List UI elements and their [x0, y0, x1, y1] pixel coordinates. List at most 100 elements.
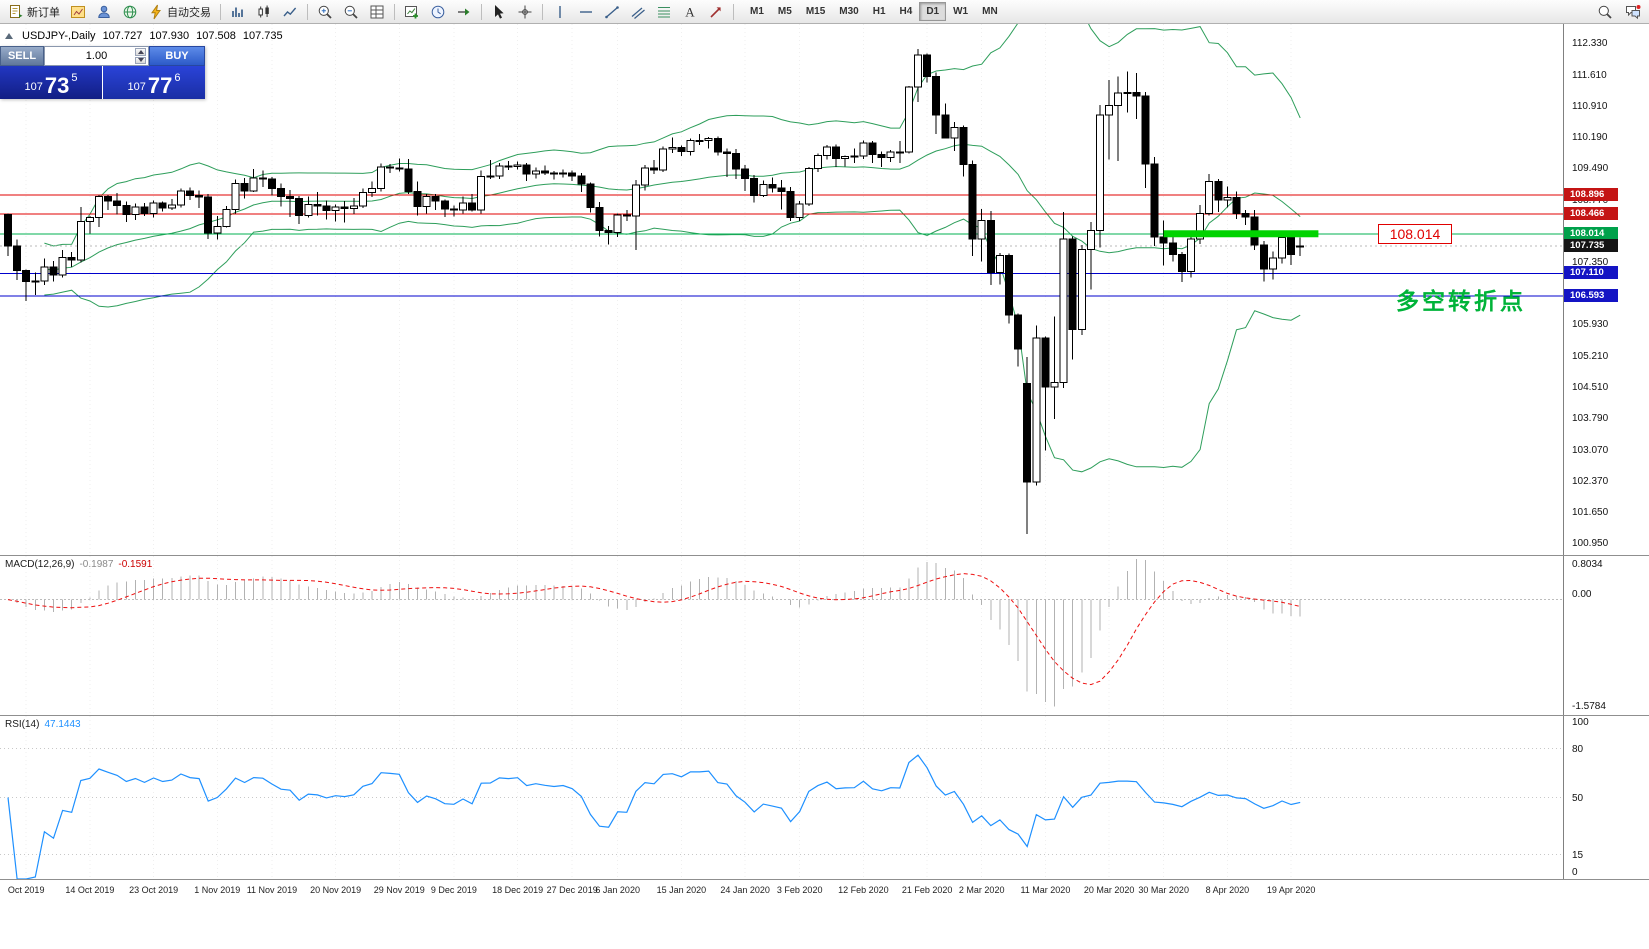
svg-text:A: A	[685, 4, 695, 19]
toolbar-button-profiles[interactable]	[92, 2, 116, 22]
toolbar-button-crosshair[interactable]	[513, 2, 537, 22]
date-axis-label: 18 Dec 2019	[492, 885, 544, 895]
grid-lines	[25, 24, 1292, 555]
macd-panel[interactable]: MACD(12,26,9) -0.1987 -0.1591 0.8034 0.00 -1…	[0, 556, 1649, 716]
new-order-icon	[10, 4, 23, 18]
toolbar-button-bar-chart[interactable]	[226, 2, 250, 22]
symbol-name: USDJPY-,Daily	[22, 30, 96, 42]
rsi-plot[interactable]	[0, 716, 1563, 879]
ask-price[interactable]: 107 77 6	[103, 66, 205, 99]
toolbar-button-text-label[interactable]: A	[678, 2, 702, 22]
rsi-levels	[0, 748, 1563, 856]
toolbar-button-zoom-out[interactable]	[339, 2, 363, 22]
date-axis-label: 30 Mar 2020	[1138, 885, 1189, 895]
channel-icon	[631, 7, 645, 19]
volume-input[interactable]: 1.00	[44, 46, 149, 66]
date-axis-label: 2 Mar 2020	[958, 885, 1005, 895]
lightning-icon	[151, 4, 161, 19]
toolbar-button-arrow-objects[interactable]	[704, 2, 728, 22]
price-tag-108.466: 108.466	[1564, 206, 1618, 220]
toolbar-button-chart-shift[interactable]	[452, 2, 476, 22]
volume-decrease-icon[interactable]	[135, 56, 146, 64]
macd-plot[interactable]	[0, 556, 1563, 715]
toolbar-button-line-chart[interactable]	[278, 2, 302, 22]
charts-icon	[71, 5, 85, 18]
ask-prefix: 107	[127, 81, 146, 93]
macd-label: MACD(12,26,9) -0.1987 -0.1591	[5, 559, 152, 570]
toolbar-button-charts[interactable]	[66, 2, 90, 22]
macd-signal-value: -0.1591	[118, 559, 153, 570]
bid-price[interactable]: 107 73 5	[0, 66, 102, 99]
price-callout-108014[interactable]: 108.014	[1378, 223, 1452, 244]
timeframe-m5[interactable]: M5	[777, 6, 792, 17]
date-axis-label: 11 Mar 2020	[1020, 885, 1071, 895]
toolbar-button-group: 新订单 自动交易 A	[4, 2, 737, 22]
price-tag-106.593: 106.593	[1564, 289, 1618, 303]
rsi-axis-label-15: 15	[1572, 849, 1584, 861]
date-axis-label: 1 Nov 2019	[194, 885, 241, 895]
toolbar-button-trendline[interactable]	[600, 2, 624, 22]
person-icon	[98, 5, 110, 18]
toolbar-button-cursor[interactable]	[487, 2, 511, 22]
linechart-icon	[283, 7, 297, 16]
macd-signal-line	[7, 573, 1301, 686]
shift-icon	[458, 8, 470, 15]
volume-spinner	[135, 48, 146, 64]
buy-button[interactable]: BUY	[149, 46, 205, 66]
date-axis-label: 11 Nov 2019	[246, 885, 298, 895]
toolbar-button-search[interactable]	[1593, 2, 1617, 22]
toolbar-button-new-order[interactable]: 新订单	[4, 2, 64, 22]
toolbar-button-candlestick-chart[interactable]	[252, 2, 276, 22]
toolbar-right-group	[1593, 2, 1645, 22]
toolbar-button-horizontal-line[interactable]	[574, 2, 598, 22]
timeframe-h4[interactable]: H4	[899, 6, 913, 17]
rsi-panel[interactable]: RSI(14) 47.1443 100 80 50 15 0	[0, 716, 1649, 880]
toolbar-button-chat[interactable]	[1621, 2, 1645, 22]
collapse-panel-icon[interactable]	[5, 33, 13, 39]
toolbar-button-label: 新订单	[27, 6, 60, 19]
price-axis-label: 103.070	[1572, 444, 1609, 456]
toolbar-button-equidistant-channel[interactable]	[626, 2, 650, 22]
price-axis-label: 101.650	[1572, 507, 1609, 519]
toolbar-button-period-settings[interactable]	[426, 2, 450, 22]
globe-icon	[123, 5, 137, 18]
sell-button[interactable]: SELL	[0, 46, 44, 66]
toolbar-button-market[interactable]	[118, 2, 142, 22]
candles-series	[4, 49, 1305, 534]
price-tag-108.014: 108.014	[1564, 226, 1618, 240]
ohlc-high: 107.930	[149, 30, 190, 42]
toolbar-button-tile-windows[interactable]	[365, 2, 389, 22]
timeframe-m30[interactable]: M30	[839, 6, 859, 17]
timeframe-h1[interactable]: H1	[872, 6, 886, 17]
price-lines	[0, 194, 1563, 297]
date-axis-label: 20 Nov 2019	[310, 885, 362, 895]
date-axis-label: 23 Oct 2019	[129, 885, 179, 895]
timeframe-m15[interactable]: M15	[805, 6, 826, 17]
toolbar-button-fibonacci[interactable]	[652, 2, 676, 22]
macd-main-value: -0.1987	[79, 559, 114, 570]
price-axis-label: 107.350	[1572, 256, 1609, 268]
toolbar-button-autotrading[interactable]: 自动交易	[144, 2, 215, 22]
main-chart-plot[interactable]	[0, 24, 1563, 555]
turning-point-note[interactable]: 多空转折点	[1396, 287, 1526, 314]
toolbar-separator	[542, 3, 543, 20]
toolbar-button-new-chart[interactable]	[400, 2, 424, 22]
main-chart-panel[interactable]: USDJPY-,Daily 107.727 107.930 107.508 10…	[0, 24, 1649, 556]
timeframe-mn[interactable]: MN	[982, 6, 998, 17]
timeframe-m1[interactable]: M1	[750, 6, 764, 17]
price-axis[interactable]: 112.330111.610110.910110.190109.490108.7…	[1563, 24, 1649, 555]
timeframe-d1[interactable]: D1	[919, 2, 947, 21]
rsi-axis-label-80: 80	[1572, 743, 1584, 755]
toolbar-button-zoom-in[interactable]	[313, 2, 337, 22]
timeframe-w1[interactable]: W1	[953, 6, 969, 17]
turning-point-highlight-bar	[1163, 230, 1319, 238]
date-axis[interactable]: Oct 2019 14 Oct 2019 23 Oct 2019 1 Nov 2019…	[0, 880, 1649, 904]
toolbar-button-vertical-line[interactable]	[548, 2, 572, 22]
toolbar-separator	[733, 3, 734, 20]
volume-increase-icon[interactable]	[135, 48, 146, 56]
clock-icon	[431, 5, 445, 18]
rsi-axis: 100 80 50 15 0	[1563, 716, 1649, 879]
bid-big-digits: 73	[44, 73, 70, 98]
price-axis-label: 103.790	[1572, 413, 1609, 425]
rsi-axis-label-100: 100	[1572, 717, 1589, 728]
